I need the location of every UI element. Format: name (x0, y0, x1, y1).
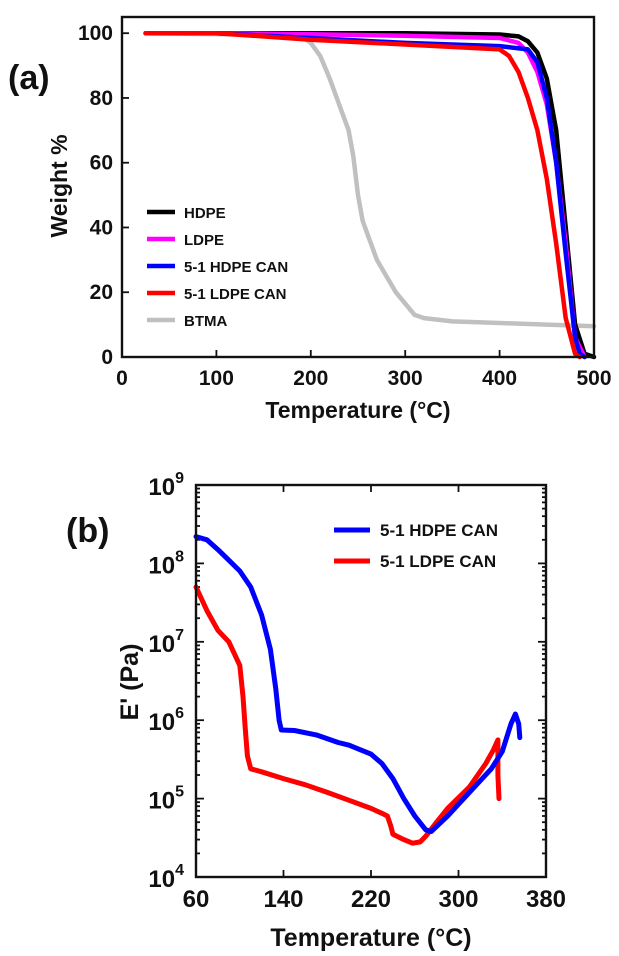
tick-label-base: 10 (148, 788, 175, 815)
panel-a-x-tick-labels: 0 100 200 300 400 500 (116, 367, 611, 390)
panel-a: (a) 0 100 200 300 400 500 0 20 40 60 80 100 HDPE L… (8, 15, 612, 423)
tick-label-base: 10 (148, 631, 175, 658)
legend-label-ldpe-can-b: 5-1 LDPE CAN (380, 552, 496, 571)
panel-b-x-tick-label: 220 (351, 886, 391, 913)
series-line-b-5-1-hdpe-can (193, 534, 523, 834)
tick-label-base: 10 (148, 474, 175, 501)
panel-b-y-tick-label: 109 (148, 470, 184, 501)
panel-b-y-tick-label: 107 (148, 627, 184, 658)
panel-a-x-tick-label: 200 (293, 367, 328, 390)
tick-label-base: 10 (148, 552, 175, 579)
panel-b-y-tick-label: 106 (148, 705, 184, 736)
tick-label-exponent: 9 (175, 470, 184, 487)
legend-label-btma: BTMA (184, 313, 227, 330)
series-line-a-5-1-hdpe-can (143, 30, 587, 360)
legend-label-hdpe-can: 5-1 HDPE CAN (184, 259, 288, 276)
legend-label-ldpe: LDPE (184, 232, 224, 249)
panel-b-x-tick-label: 380 (526, 886, 566, 913)
tick-label-exponent: 4 (175, 862, 184, 879)
tick-label-base: 10 (148, 709, 175, 736)
tick-label-exponent: 7 (175, 627, 184, 644)
legend-label-hdpe-can-b: 5-1 HDPE CAN (380, 521, 498, 540)
panel-b-x-tick-labels: 60 140 220 300 380 (183, 886, 566, 913)
panel-b-series (193, 534, 523, 846)
panel-a-y-tick-label: 20 (90, 281, 113, 304)
tick-label-exponent: 8 (175, 548, 184, 565)
panel-b-y-tick-label: 108 (148, 548, 184, 579)
panel-a-x-tick-label: 300 (388, 367, 423, 390)
panel-a-y-tick-labels: 0 20 40 60 80 100 (78, 22, 113, 369)
series-line-a-btma (143, 30, 597, 329)
panel-b-y-axis-title: E' (Pa) (116, 644, 144, 721)
panel-a-x-tick-label: 400 (482, 367, 517, 390)
panel-a-y-axis-title: Weight % (46, 134, 72, 237)
panel-b-ticks (195, 484, 547, 878)
legend-label-ldpe-can: 5-1 LDPE CAN (184, 286, 287, 303)
panel-b-x-tick-label: 60 (183, 886, 210, 913)
panel-a-y-tick-label: 60 (90, 152, 113, 175)
panel-b-x-tick-label: 300 (438, 886, 478, 913)
panel-a-y-tick-label: 100 (78, 22, 113, 45)
tick-label-base: 10 (148, 866, 175, 893)
tick-label-exponent: 5 (175, 784, 184, 801)
panel-a-label: (a) (8, 59, 50, 97)
panel-b-y-tick-label: 105 (148, 784, 184, 815)
series-line-a-ldpe (143, 30, 587, 360)
panel-b-plot-frame (194, 483, 548, 879)
panel-a-x-tick-label: 100 (199, 367, 234, 390)
legend-label-hdpe: HDPE (184, 205, 226, 222)
panel-b-x-axis-title: Temperature (°C) (270, 924, 471, 952)
panel-a-x-tick-label: 0 (116, 367, 128, 390)
panel-b-y-tick-label: 104 (148, 862, 184, 893)
tick-label-exponent: 6 (175, 705, 184, 722)
panel-b-legend: 5-1 HDPE CAN 5-1 LDPE CAN (334, 521, 498, 571)
panel-a-y-tick-label: 0 (101, 346, 113, 369)
series-line-b-5-1-ldpe-can (193, 584, 502, 846)
panel-a-y-tick-label: 40 (90, 216, 113, 239)
panel-a-series (143, 30, 597, 360)
panel-a-legend: HDPE LDPE 5-1 HDPE CAN 5-1 LDPE CAN BTMA (147, 205, 288, 330)
panel-a-x-axis-title: Temperature (°C) (265, 397, 450, 423)
panel-a-y-tick-label: 80 (90, 87, 113, 110)
panel-a-x-tick-label: 500 (576, 367, 611, 390)
panel-b-label: (b) (66, 512, 109, 550)
panel-a-plot-frame (120, 15, 596, 359)
series-line-a-hdpe (143, 30, 597, 360)
series-line-a-5-1-ldpe-can (143, 30, 583, 360)
panel-b-x-tick-label: 140 (263, 886, 303, 913)
